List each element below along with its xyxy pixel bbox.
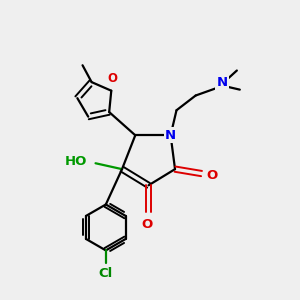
Text: N: N: [165, 129, 176, 142]
Text: N: N: [217, 76, 228, 89]
Text: HO: HO: [64, 155, 87, 168]
Text: O: O: [141, 218, 153, 231]
Text: Cl: Cl: [99, 267, 113, 280]
Text: O: O: [108, 72, 118, 86]
Text: O: O: [207, 169, 218, 182]
